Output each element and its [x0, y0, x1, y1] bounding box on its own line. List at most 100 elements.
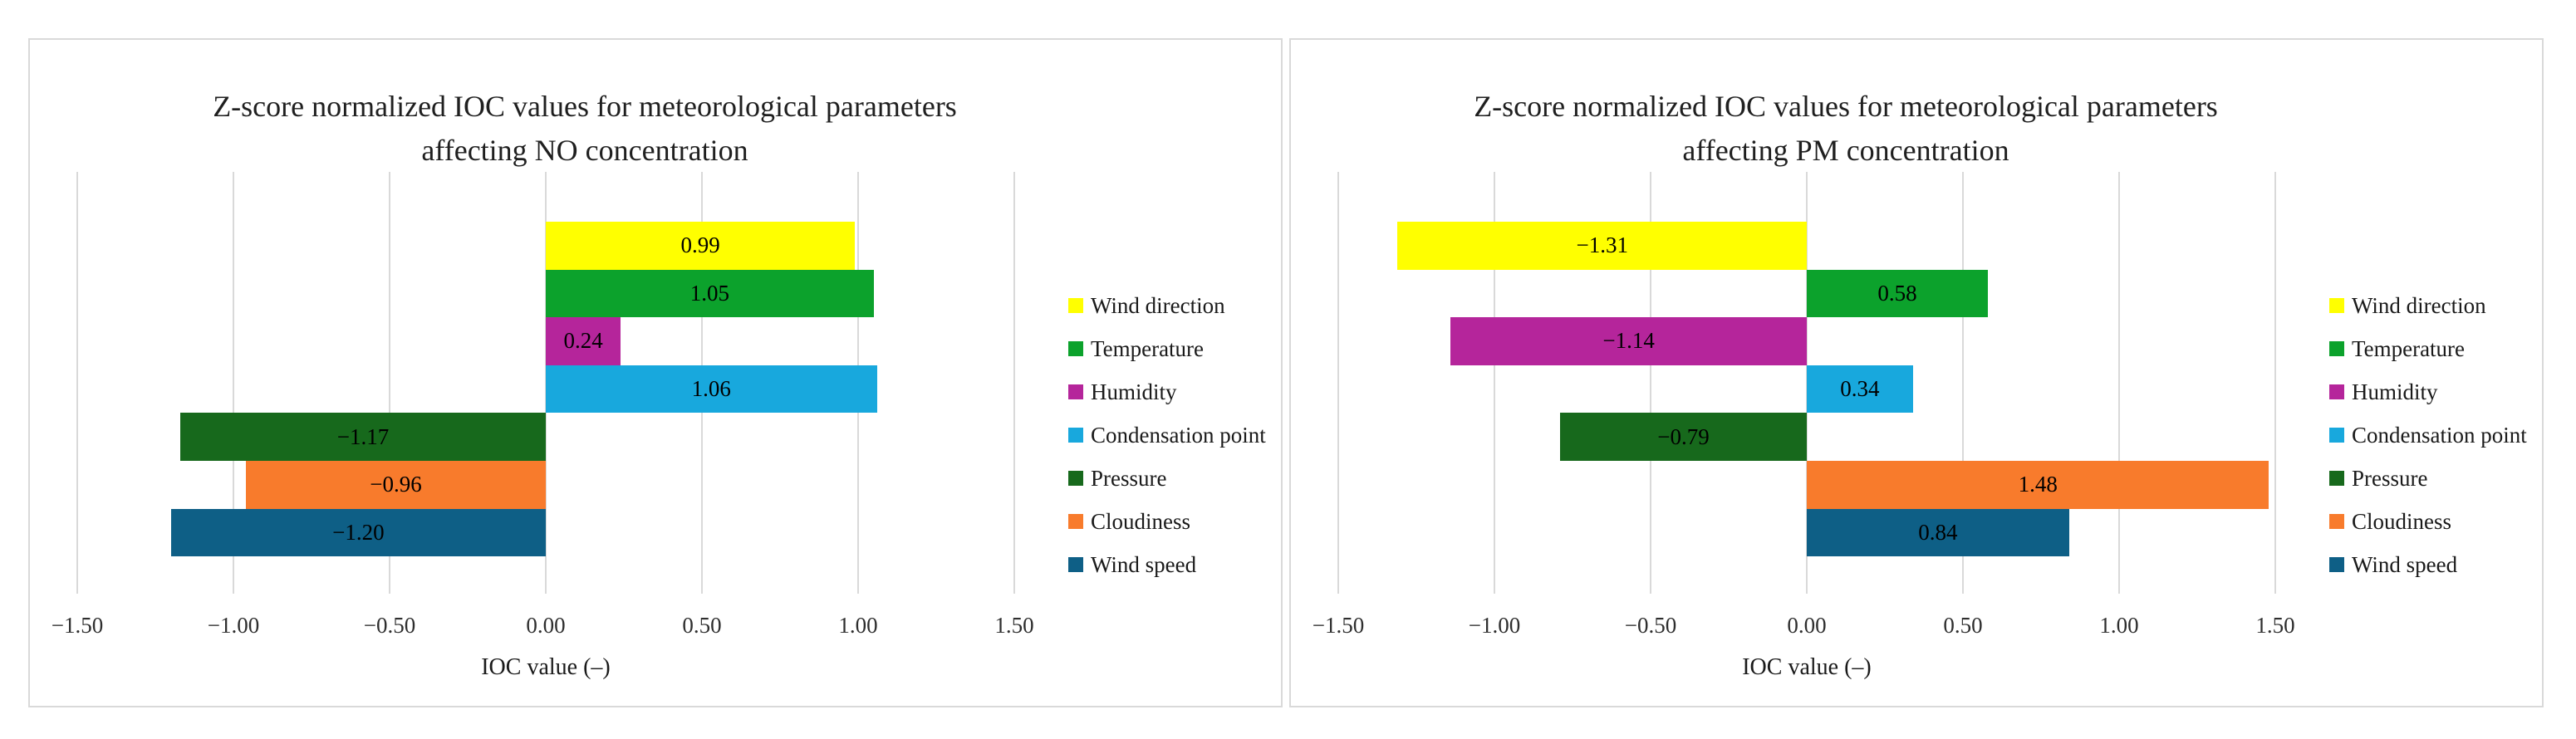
gridline	[1962, 172, 1964, 594]
legend-item-wind-speed: Wind speed	[1068, 543, 1266, 586]
x-tick-label: −1.00	[1468, 613, 1521, 638]
legend-label: Temperature	[1091, 335, 1205, 361]
bar-wind-direction: 0.99	[546, 222, 856, 270]
legend-swatch-condensation-point	[1068, 428, 1083, 443]
legend-item-temperature: Temperature	[1068, 327, 1266, 370]
x-tick-label: −1.50	[1312, 613, 1365, 638]
plot-area: −1.31 0.58 −1.14 0.34 −0.79 1.48 0.84	[1337, 172, 2276, 594]
gridline	[1650, 172, 1651, 594]
x-tick-label: 0.50	[682, 613, 722, 638]
bar-value-label: 0.99	[680, 232, 720, 258]
bar-cloudiness: −0.96	[246, 461, 546, 509]
legend-swatch-pressure	[1068, 471, 1083, 486]
bar-temperature: 1.05	[546, 269, 874, 318]
legend-swatch-pressure	[2329, 471, 2344, 486]
legend-item-humidity: Humidity	[1068, 370, 1266, 414]
bar-wind-direction: −1.31	[1397, 222, 1807, 270]
legend-swatch-cloudiness	[2329, 514, 2344, 529]
bar-pressure: −1.17	[180, 413, 546, 461]
bar-temperature: 0.58	[1807, 269, 1989, 318]
x-tick-label: −1.00	[207, 613, 260, 638]
bar-value-label: 0.34	[1840, 376, 1880, 402]
legend-swatch-wind-direction	[2329, 298, 2344, 313]
legend-swatch-humidity	[2329, 384, 2344, 399]
legend-label: Condensation point	[2352, 422, 2527, 448]
gridline	[233, 172, 234, 594]
legend-swatch-cloudiness	[1068, 514, 1083, 529]
legend-label: Pressure	[1091, 465, 1167, 491]
gridline	[2118, 172, 2120, 594]
legend-label: Cloudiness	[2352, 508, 2452, 534]
x-tick-label: 1.00	[838, 613, 878, 638]
gridline	[2274, 172, 2276, 594]
legend-label: Pressure	[2352, 465, 2428, 491]
legend-swatch-wind-direction	[1068, 298, 1083, 313]
legend-swatch-humidity	[1068, 384, 1083, 399]
legend-swatch-temperature	[2329, 341, 2344, 356]
x-tick-label: −1.50	[51, 613, 104, 638]
legend-label: Wind direction	[1091, 292, 1225, 318]
bar-value-label: 0.24	[563, 328, 603, 354]
legend-item-wind-direction: Wind direction	[1068, 284, 1266, 327]
legend: Wind direction Temperature Humidity Condens…	[2329, 284, 2527, 586]
gridline	[1013, 172, 1015, 594]
legend-label: Humidity	[1091, 379, 1177, 404]
gridline	[1494, 172, 1495, 594]
legend-item-humidity: Humidity	[2329, 370, 2527, 414]
bar-cloudiness: 1.48	[1807, 461, 2269, 509]
legend-swatch-condensation-point	[2329, 428, 2344, 443]
bar-value-label: 1.05	[689, 280, 730, 306]
chart-panel-pm: Z-score normalized IOC values for meteor…	[1289, 38, 2544, 707]
x-axis-ticks: −1.50 −1.00 −0.50 0.00 0.50 1.00 1.50	[52, 613, 1034, 643]
bar-value-label: −1.14	[1602, 328, 1655, 354]
legend-item-wind-direction: Wind direction	[2329, 284, 2527, 327]
legend-label: Condensation point	[1091, 422, 1266, 448]
legend-label: Wind speed	[1091, 551, 1197, 577]
x-axis-title: IOC value (–)	[481, 654, 611, 680]
bar-value-label: 0.58	[1877, 280, 1917, 306]
x-tick-label: −0.50	[1624, 613, 1677, 638]
legend-swatch-wind-speed	[1068, 557, 1083, 572]
bar-value-label: −0.96	[370, 472, 422, 497]
legend-item-pressure: Pressure	[2329, 457, 2527, 500]
bar-humidity: 0.24	[546, 317, 621, 365]
bar-wind-speed: −1.20	[170, 508, 546, 557]
gridline	[389, 172, 390, 594]
bar-value-label: 0.84	[1918, 519, 1958, 545]
chart-title-no: Z-score normalized IOC values for meteor…	[30, 85, 1140, 173]
x-axis-title: IOC value (–)	[1742, 654, 1872, 680]
bar-value-label: −1.17	[336, 423, 390, 449]
legend-label: Cloudiness	[1091, 508, 1191, 534]
legend-label: Temperature	[2352, 335, 2466, 361]
x-tick-label: 0.00	[526, 613, 566, 638]
legend-item-condensation-point: Condensation point	[2329, 414, 2527, 457]
legend-item-temperature: Temperature	[2329, 327, 2527, 370]
chart-title-line2: affecting NO concentration	[421, 133, 748, 167]
legend-label: Humidity	[2352, 379, 2438, 404]
gridline	[76, 172, 78, 594]
x-axis-ticks: −1.50 −1.00 −0.50 0.00 0.50 1.00 1.50	[1313, 613, 2295, 643]
bar-condensation-point: 1.06	[546, 365, 877, 414]
x-tick-label: −0.50	[363, 613, 416, 638]
bar-condensation-point: 0.34	[1807, 365, 1913, 414]
legend-label: Wind direction	[2352, 292, 2486, 318]
chart-title-line2: affecting PM concentration	[1682, 133, 2009, 167]
legend-swatch-wind-speed	[2329, 557, 2344, 572]
legend-item-condensation-point: Condensation point	[1068, 414, 1266, 457]
legend-swatch-temperature	[1068, 341, 1083, 356]
x-tick-label: 1.50	[2255, 613, 2295, 638]
x-tick-label: 0.50	[1943, 613, 1983, 638]
chart-title-pm: Z-score normalized IOC values for meteor…	[1291, 85, 2401, 173]
bar-humidity: −1.14	[1450, 317, 1807, 365]
bar-value-label: 1.06	[691, 376, 731, 402]
chart-panel-no: Z-score normalized IOC values for meteor…	[28, 38, 1283, 707]
x-tick-label: 1.00	[2099, 613, 2139, 638]
bar-value-label: −1.31	[1576, 232, 1628, 258]
legend-item-wind-speed: Wind speed	[2329, 543, 2527, 586]
legend-item-pressure: Pressure	[1068, 457, 1266, 500]
bar-value-label: 1.48	[2018, 472, 2058, 497]
bar-value-label: −1.20	[332, 519, 385, 545]
legend-label: Wind speed	[2352, 551, 2458, 577]
legend-item-cloudiness: Cloudiness	[1068, 500, 1266, 543]
